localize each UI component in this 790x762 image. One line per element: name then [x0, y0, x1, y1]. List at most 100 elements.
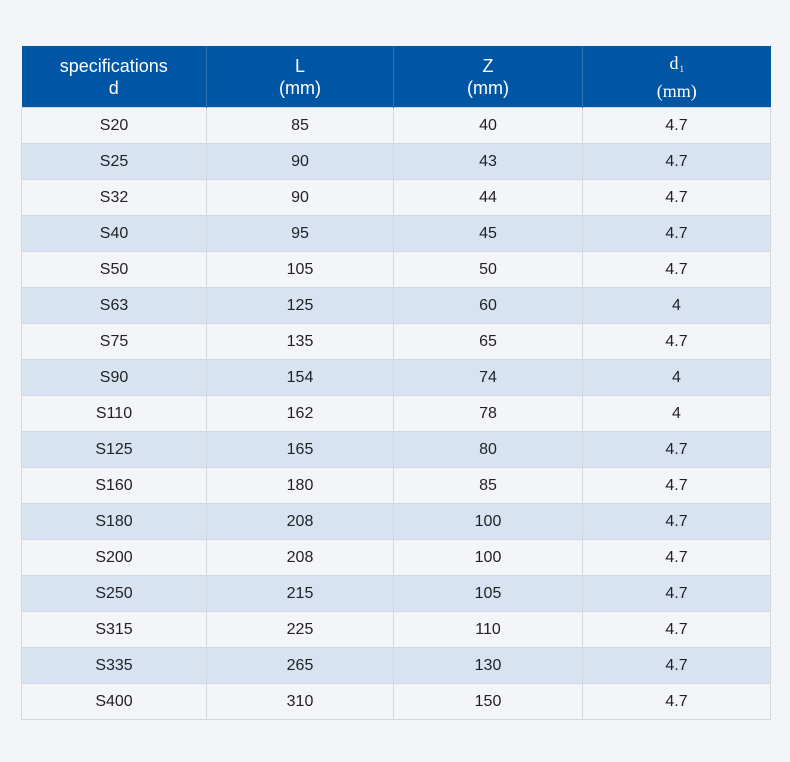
- cell-specification: S335: [21, 647, 207, 684]
- table-row: S20 85 40 4.7: [21, 107, 771, 144]
- cell-specification: S160: [21, 467, 207, 504]
- cell-specification: S110: [21, 395, 207, 432]
- cell-length: 162: [206, 395, 394, 432]
- table-row: S125 165 80 4.7: [21, 431, 771, 468]
- spec-table-container: specifications d L (mm) Z (mm) d1 (mm) S…: [21, 46, 771, 720]
- cell-length: 90: [206, 179, 394, 216]
- cell-z: 60: [393, 287, 583, 324]
- table-row: S25 90 43 4.7: [21, 143, 771, 180]
- header-label: specifications: [59, 55, 168, 76]
- table-header: specifications d L (mm) Z (mm) d1 (mm): [21, 46, 771, 108]
- cell-specification: S125: [21, 431, 207, 468]
- table-row: S160 180 85 4.7: [21, 467, 771, 504]
- header-unit: d: [108, 77, 119, 98]
- table-row: S75 135 65 4.7: [21, 323, 771, 360]
- table-row: S40 95 45 4.7: [21, 215, 771, 252]
- cell-z: 45: [393, 215, 583, 252]
- cell-specification: S315: [21, 611, 207, 648]
- cell-length: 208: [206, 539, 394, 576]
- cell-length: 215: [206, 575, 394, 612]
- table-row: S63 125 60 4: [21, 287, 771, 324]
- cell-z: 80: [393, 431, 583, 468]
- table-row: S110 162 78 4: [21, 395, 771, 432]
- table-row: S335 265 130 4.7: [21, 647, 771, 684]
- cell-d1: 4.7: [582, 143, 771, 180]
- cell-d1: 4.7: [582, 539, 771, 576]
- header-unit: (mm): [279, 77, 321, 98]
- cell-z: 110: [393, 611, 583, 648]
- cell-specification: S250: [21, 575, 207, 612]
- cell-length: 95: [206, 215, 394, 252]
- header-length: L (mm): [206, 46, 394, 108]
- cell-specification: S75: [21, 323, 207, 360]
- header-unit: (mm): [467, 77, 509, 98]
- table-row: S90 154 74 4: [21, 359, 771, 396]
- cell-z: 78: [393, 395, 583, 432]
- header-label: Z: [482, 55, 494, 76]
- cell-length: 154: [206, 359, 394, 396]
- cell-specification: S180: [21, 503, 207, 540]
- cell-length: 208: [206, 503, 394, 540]
- header-row: specifications d L (mm) Z (mm) d1 (mm): [21, 46, 771, 108]
- cell-d1: 4.7: [582, 251, 771, 288]
- table-row: S400 310 150 4.7: [21, 683, 771, 720]
- table-row: S32 90 44 4.7: [21, 179, 771, 216]
- cell-length: 180: [206, 467, 394, 504]
- table-row: S250 215 105 4.7: [21, 575, 771, 612]
- cell-z: 44: [393, 179, 583, 216]
- cell-specification: S25: [21, 143, 207, 180]
- cell-d1: 4.7: [582, 683, 771, 720]
- cell-z: 130: [393, 647, 583, 684]
- header-label: d1: [583, 52, 771, 80]
- cell-d1: 4.7: [582, 647, 771, 684]
- table-body: S20 85 40 4.7 S25 90 43 4.7 S32 90 44 4.7 S40 95 45 4.7…: [21, 107, 771, 720]
- cell-length: 310: [206, 683, 394, 720]
- cell-z: 74: [393, 359, 583, 396]
- table-row: S50 105 50 4.7: [21, 251, 771, 288]
- cell-d1: 4.7: [582, 215, 771, 252]
- header-d1: d1 (mm): [582, 46, 771, 108]
- header-subscript: 1: [679, 63, 685, 74]
- cell-z: 100: [393, 539, 583, 576]
- cell-d1: 4.7: [582, 503, 771, 540]
- cell-length: 165: [206, 431, 394, 468]
- cell-d1: 4.7: [582, 179, 771, 216]
- table-row: S315 225 110 4.7: [21, 611, 771, 648]
- table-row: S180 208 100 4.7: [21, 503, 771, 540]
- cell-z: 40: [393, 107, 583, 144]
- cell-d1: 4: [582, 359, 771, 396]
- cell-d1: 4.7: [582, 431, 771, 468]
- cell-d1: 4.7: [582, 575, 771, 612]
- cell-d1: 4.7: [582, 467, 771, 504]
- cell-d1: 4.7: [582, 107, 771, 144]
- cell-z: 85: [393, 467, 583, 504]
- cell-length: 265: [206, 647, 394, 684]
- cell-specification: S20: [21, 107, 207, 144]
- cell-specification: S50: [21, 251, 207, 288]
- cell-length: 105: [206, 251, 394, 288]
- table-row: S200 208 100 4.7: [21, 539, 771, 576]
- cell-specification: S40: [21, 215, 207, 252]
- cell-z: 50: [393, 251, 583, 288]
- cell-z: 105: [393, 575, 583, 612]
- cell-length: 85: [206, 107, 394, 144]
- cell-length: 135: [206, 323, 394, 360]
- header-z: Z (mm): [393, 46, 583, 108]
- spec-table: specifications d L (mm) Z (mm) d1 (mm) S…: [21, 46, 771, 720]
- cell-specification: S63: [21, 287, 207, 324]
- cell-specification: S400: [21, 683, 207, 720]
- cell-z: 100: [393, 503, 583, 540]
- header-unit: (mm): [656, 80, 697, 101]
- cell-z: 65: [393, 323, 583, 360]
- header-specifications: specifications d: [21, 46, 207, 108]
- cell-length: 125: [206, 287, 394, 324]
- cell-d1: 4: [582, 395, 771, 432]
- cell-specification: S32: [21, 179, 207, 216]
- cell-d1: 4: [582, 287, 771, 324]
- cell-z: 150: [393, 683, 583, 720]
- cell-specification: S90: [21, 359, 207, 396]
- cell-length: 225: [206, 611, 394, 648]
- cell-d1: 4.7: [582, 611, 771, 648]
- cell-length: 90: [206, 143, 394, 180]
- header-label: L: [294, 55, 305, 76]
